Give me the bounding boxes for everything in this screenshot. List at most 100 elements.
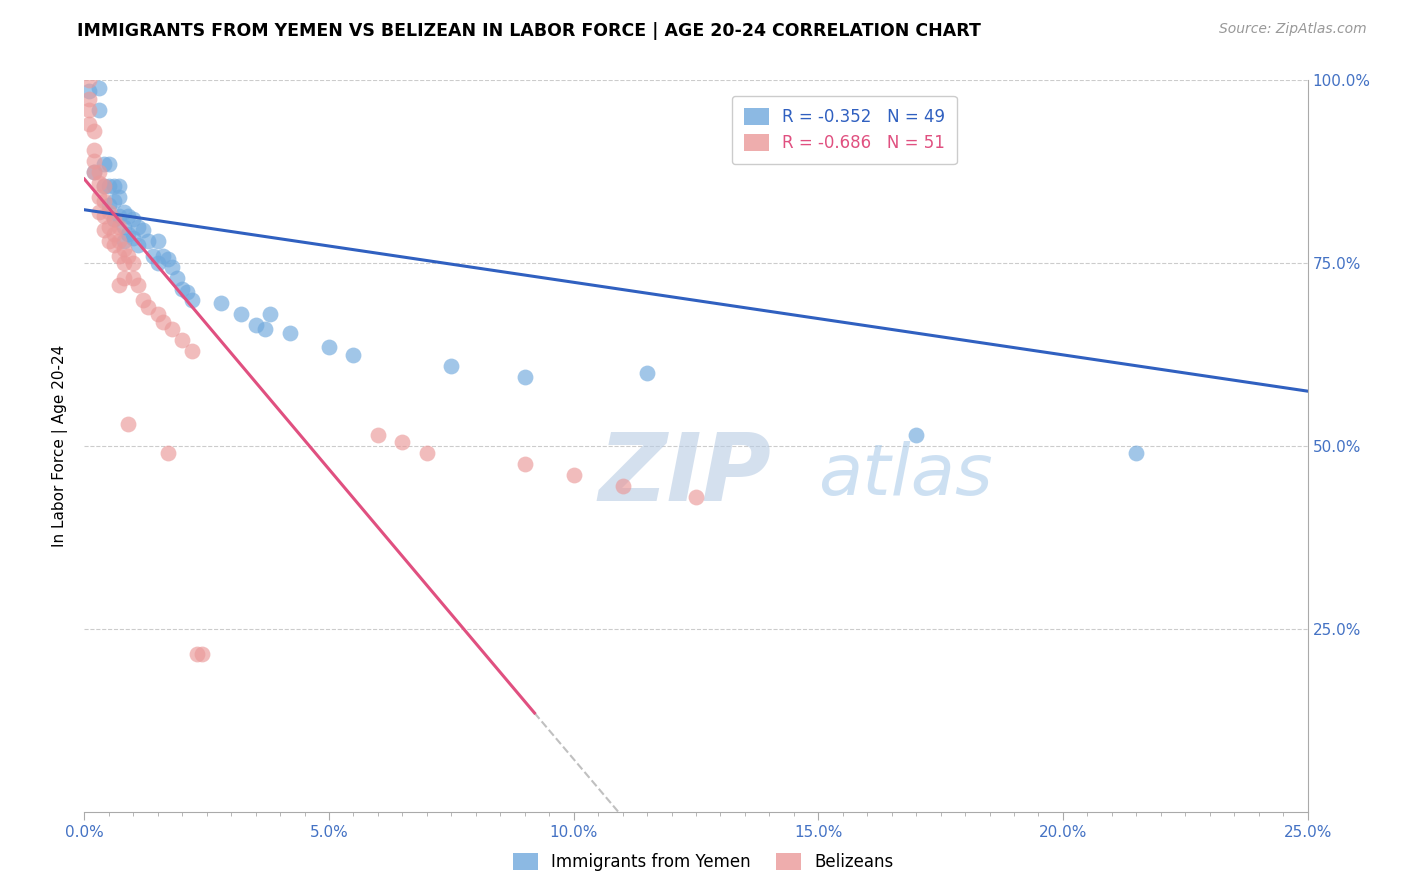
Point <box>146 307 169 321</box>
Point <box>122 270 145 285</box>
Point <box>146 234 169 248</box>
Point <box>342 347 364 362</box>
Point <box>117 227 139 241</box>
Point <box>83 164 105 178</box>
Point <box>127 219 149 234</box>
Point <box>181 293 204 307</box>
Point <box>440 359 463 373</box>
Point <box>166 270 188 285</box>
Point <box>83 143 105 157</box>
Point <box>107 190 129 204</box>
Point <box>122 256 145 270</box>
Legend: Immigrants from Yemen, Belizeans: Immigrants from Yemen, Belizeans <box>505 845 901 880</box>
Point <box>209 296 232 310</box>
Point <box>156 446 179 460</box>
Point <box>97 219 120 234</box>
Point <box>97 179 120 194</box>
Point <box>685 490 707 504</box>
Point <box>191 648 214 662</box>
Point <box>122 212 145 227</box>
Point <box>162 260 184 274</box>
Point <box>513 457 536 471</box>
Point <box>107 179 129 194</box>
Point <box>103 227 125 241</box>
Point <box>83 124 105 138</box>
Point <box>103 212 125 227</box>
Text: IMMIGRANTS FROM YEMEN VS BELIZEAN IN LABOR FORCE | AGE 20-24 CORRELATION CHART: IMMIGRANTS FROM YEMEN VS BELIZEAN IN LAB… <box>77 22 981 40</box>
Point <box>103 179 125 194</box>
Point <box>146 256 169 270</box>
Point <box>259 307 281 321</box>
Point <box>172 333 194 347</box>
Point <box>107 234 129 248</box>
Point <box>77 103 100 117</box>
Point <box>93 223 115 237</box>
Point <box>107 219 129 234</box>
Point <box>87 176 110 190</box>
Point <box>107 209 129 223</box>
Point <box>127 237 149 252</box>
Point <box>97 234 120 248</box>
Point <box>112 219 135 234</box>
Point <box>93 194 115 208</box>
Point <box>77 117 100 131</box>
Point <box>83 153 105 168</box>
Point <box>97 197 120 211</box>
Point <box>107 249 129 263</box>
Point <box>117 209 139 223</box>
Text: ZIP: ZIP <box>598 429 770 521</box>
Point <box>1125 446 1147 460</box>
Point <box>142 249 165 263</box>
Point <box>93 179 115 194</box>
Point <box>162 322 184 336</box>
Legend: R = -0.352   N = 49, R = -0.686   N = 51: R = -0.352 N = 49, R = -0.686 N = 51 <box>733 96 956 164</box>
Point <box>636 366 658 380</box>
Point <box>136 300 159 314</box>
Point <box>181 343 204 358</box>
Point <box>562 468 585 483</box>
Point <box>83 164 105 178</box>
Point <box>93 157 115 171</box>
Point <box>93 209 115 223</box>
Point <box>156 252 179 267</box>
Point <box>87 205 110 219</box>
Point <box>117 417 139 431</box>
Point <box>152 315 174 329</box>
Point <box>136 234 159 248</box>
Point <box>132 223 155 237</box>
Point <box>905 428 928 442</box>
Point <box>245 318 267 333</box>
Point <box>132 293 155 307</box>
Point <box>152 249 174 263</box>
Point <box>112 234 135 248</box>
Point <box>97 157 120 171</box>
Point <box>87 190 110 204</box>
Point <box>112 205 135 219</box>
Point <box>103 212 125 227</box>
Text: Source: ZipAtlas.com: Source: ZipAtlas.com <box>1219 22 1367 37</box>
Point <box>87 164 110 178</box>
Point <box>391 435 413 450</box>
Point <box>367 428 389 442</box>
Point <box>103 194 125 208</box>
Y-axis label: In Labor Force | Age 20-24: In Labor Force | Age 20-24 <box>52 345 69 547</box>
Point <box>93 179 115 194</box>
Point <box>77 73 100 87</box>
Point <box>87 80 110 95</box>
Point <box>186 648 208 662</box>
Point <box>318 340 340 354</box>
Point <box>103 237 125 252</box>
Point <box>254 322 277 336</box>
Point <box>416 446 439 460</box>
Point <box>117 249 139 263</box>
Point <box>122 230 145 244</box>
Point <box>229 307 252 321</box>
Point <box>176 285 198 300</box>
Point <box>278 326 301 340</box>
Point <box>97 205 120 219</box>
Point <box>77 92 100 106</box>
Point <box>77 84 100 98</box>
Point <box>172 282 194 296</box>
Point <box>107 278 129 293</box>
Point <box>112 242 135 256</box>
